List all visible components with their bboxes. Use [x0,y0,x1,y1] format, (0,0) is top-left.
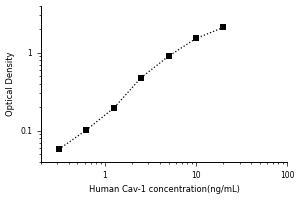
Point [56,148,61,151]
Y-axis label: Optical Density: Optical Density [6,51,15,116]
Point [84,128,89,132]
Point [221,26,226,29]
X-axis label: Human Cav-1 concentration(ng/mL): Human Cav-1 concentration(ng/mL) [89,185,240,194]
Point [194,37,198,40]
Point [166,55,171,58]
Point [111,106,116,110]
Point [139,76,143,79]
